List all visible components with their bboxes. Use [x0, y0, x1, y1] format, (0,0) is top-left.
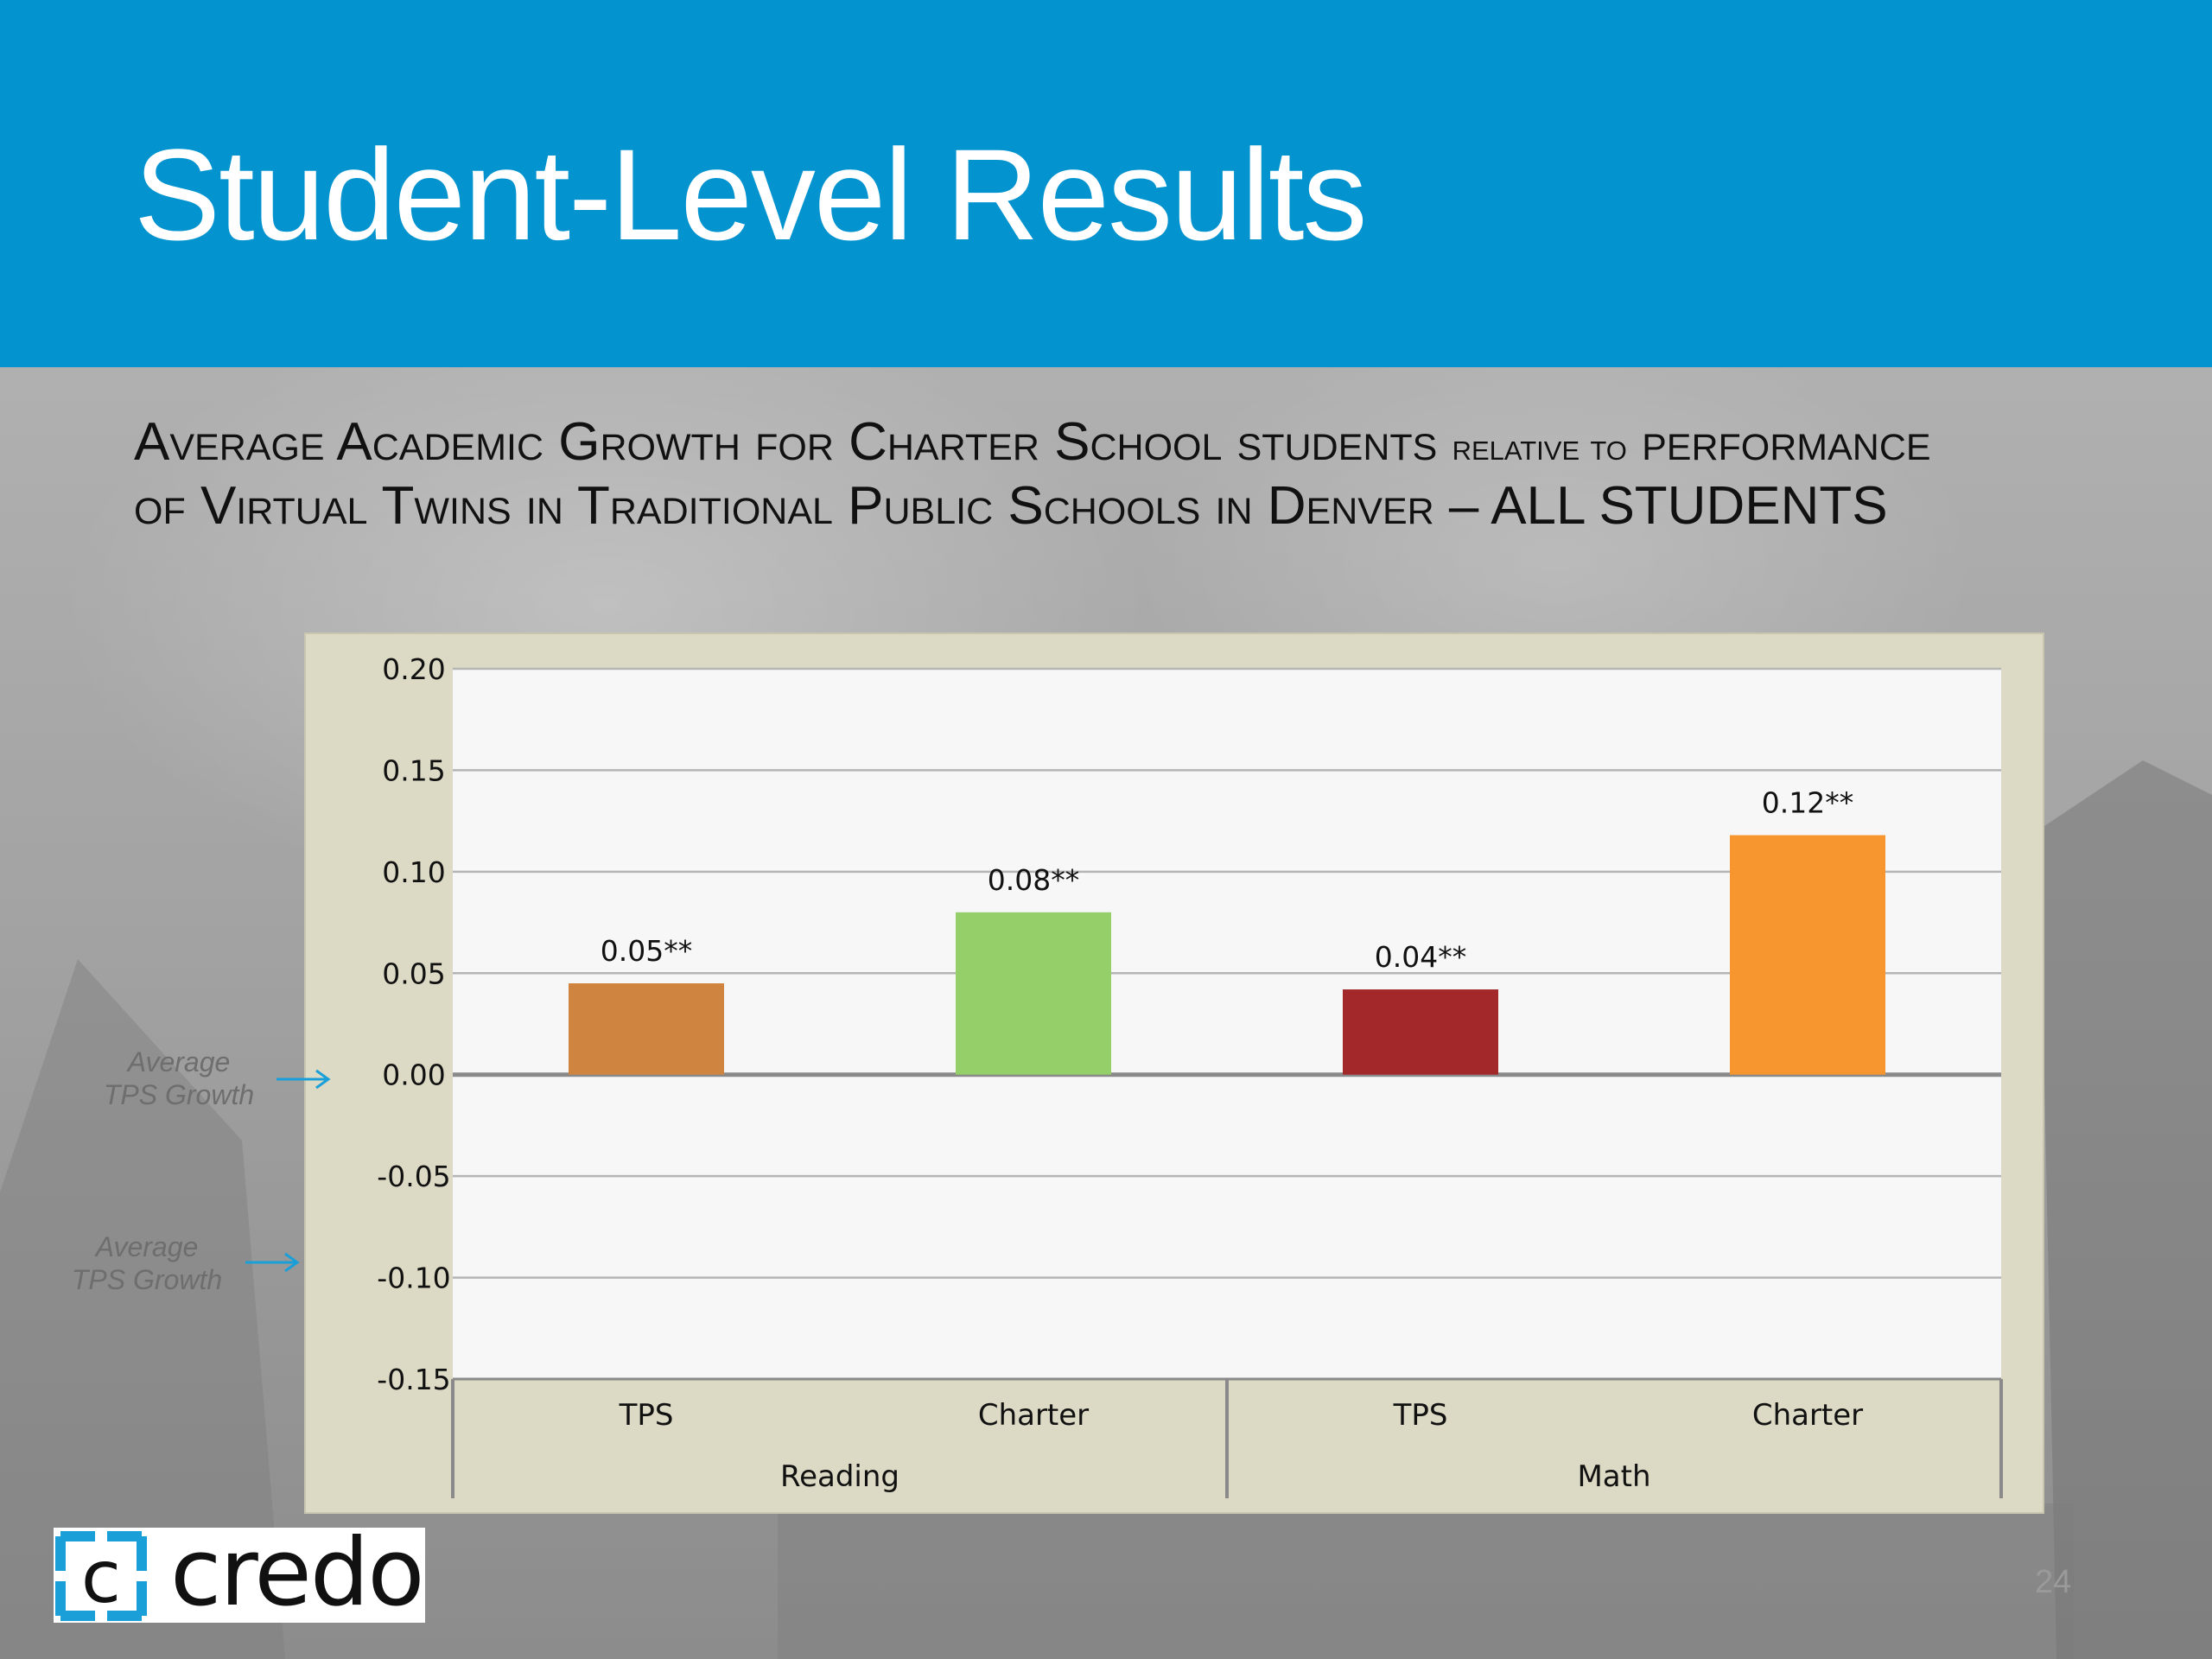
bar-math-charter — [1730, 835, 1885, 1075]
data-label: 0.08** — [988, 863, 1079, 897]
y-tick-label: -0.15 — [377, 1363, 450, 1396]
arrow-icon — [245, 1252, 300, 1273]
bar-math-tps — [1343, 989, 1498, 1075]
data-label: 0.05** — [601, 934, 692, 968]
bar-reading-charter — [956, 912, 1111, 1075]
x-group-label: Math — [1577, 1459, 1650, 1494]
x-category-label: Charter — [1752, 1398, 1863, 1433]
credo-logo-mark-icon: c — [55, 1531, 147, 1621]
page-number: 24 — [2035, 1564, 2072, 1600]
annotation-average-tps-growth: Average TPS Growth — [48, 1230, 246, 1296]
y-tick-label: -0.10 — [377, 1262, 450, 1295]
annotation-line: Average — [127, 1046, 231, 1077]
arrow-icon — [276, 1069, 331, 1090]
credo-logo: c credo — [54, 1522, 425, 1624]
chart-panel: 0.20 0.15 0.10 0.05 0.00 -0.05 -0.10 -0.15 0.05*… — [304, 632, 2044, 1514]
y-tick-label: 0.10 — [382, 855, 445, 889]
y-tick-label: 0.00 — [382, 1058, 445, 1092]
y-tick-label: 0.15 — [382, 753, 445, 787]
data-label: 0.12** — [1762, 786, 1853, 820]
slide-title: Student-Level Results — [134, 122, 1367, 267]
x-category-label: TPS — [1393, 1398, 1448, 1433]
subtitle-part-small: relative to — [1452, 426, 1627, 468]
y-tick-label: -0.05 — [377, 1160, 450, 1193]
x-category-label: TPS — [619, 1398, 674, 1433]
y-tick-label: 0.20 — [382, 652, 445, 686]
annotation-line: TPS Growth — [103, 1079, 255, 1110]
subtitle-part: performance of Virtual Twins in Traditio… — [134, 412, 1931, 536]
x-category-label: Charter — [978, 1398, 1089, 1433]
data-label: 0.04** — [1375, 940, 1466, 974]
subtitle-part: Average Academic Growth for Charter Scho… — [134, 412, 1452, 472]
annotation-line: Average — [95, 1231, 199, 1262]
bar-reading-tps — [569, 983, 724, 1075]
x-group-label: Reading — [780, 1459, 899, 1494]
annotation-average-tps-growth: Average TPS Growth — [79, 1046, 278, 1111]
bar-chart: 0.20 0.15 0.10 0.05 0.00 -0.05 -0.10 -0.15 0.05*… — [377, 652, 2003, 1498]
svg-text:c: c — [81, 1535, 121, 1619]
annotation-line: TPS Growth — [71, 1264, 223, 1295]
chart-subtitle: Average Academic Growth for Charter Scho… — [134, 413, 1992, 536]
title-bar: Student-Level Results — [0, 0, 2212, 367]
logo-wordmark: credo — [170, 1519, 424, 1627]
y-tick-label: 0.05 — [382, 957, 445, 990]
